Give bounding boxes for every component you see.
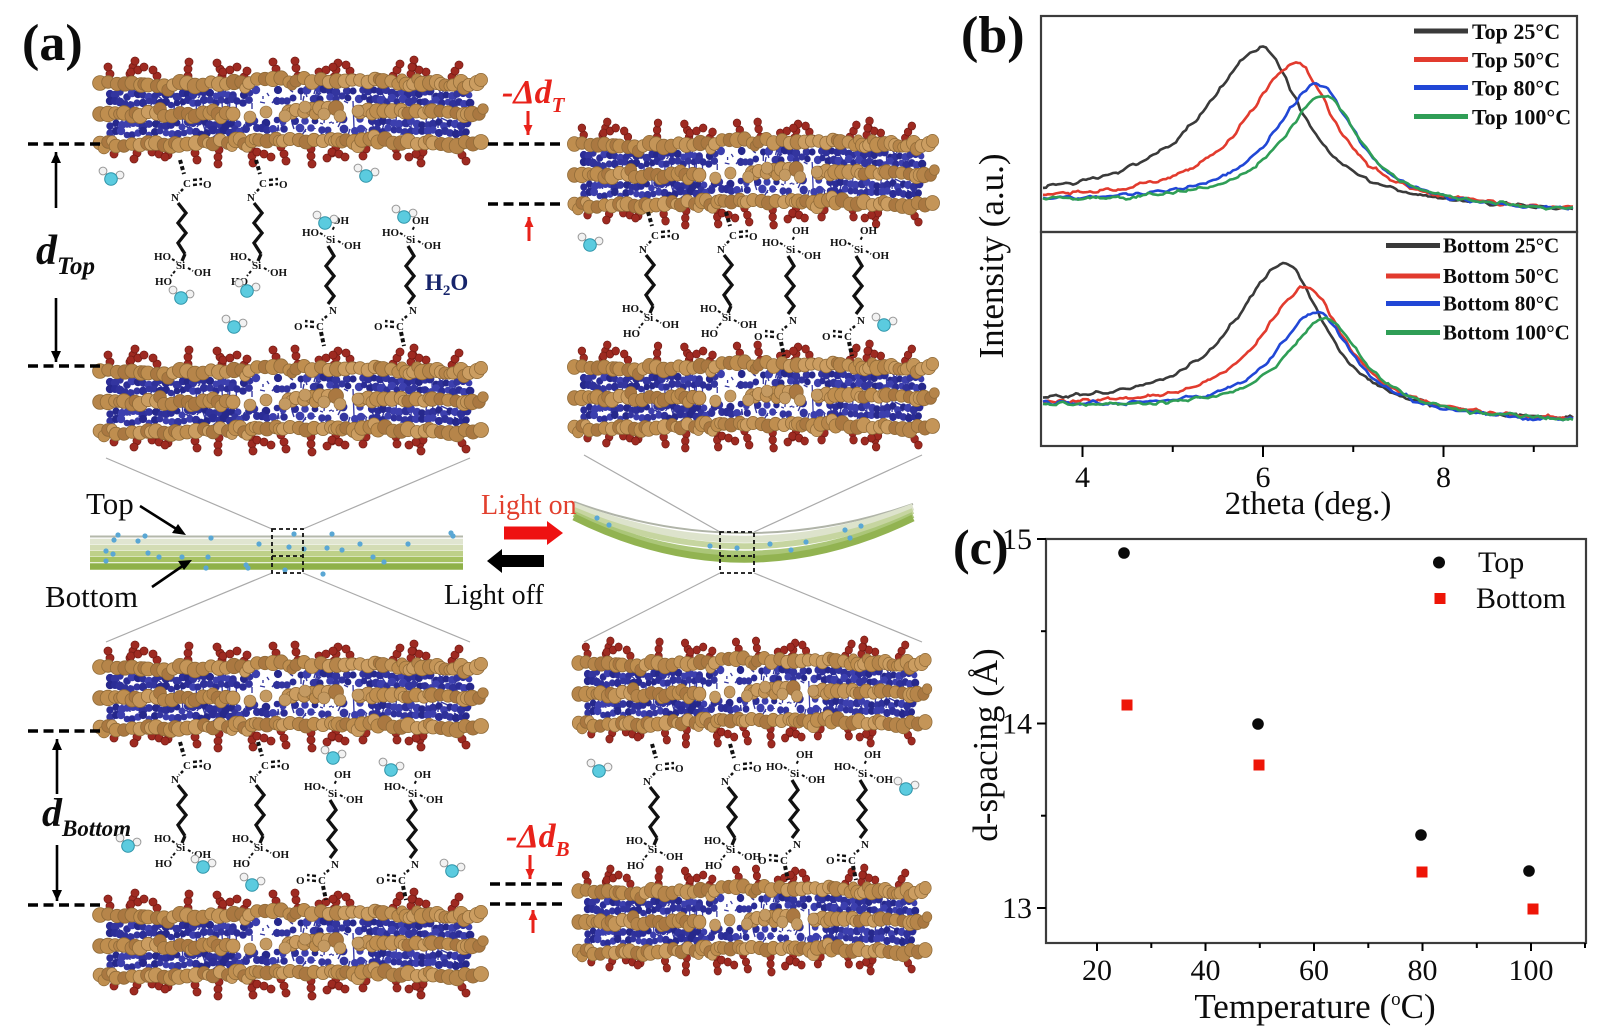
svg-text:dTop: dTop: [36, 228, 95, 280]
svg-text:Bottom 50°C: Bottom 50°C: [1443, 264, 1559, 288]
svg-text:-ΔdB: -ΔdB: [506, 818, 570, 861]
svg-text:60: 60: [1299, 954, 1329, 987]
svg-text:4: 4: [1075, 461, 1090, 494]
svg-text:Top: Top: [86, 486, 134, 521]
svg-text:Top: Top: [1478, 546, 1524, 579]
svg-text:Temperature (oC): Temperature (oC): [1194, 987, 1435, 1026]
svg-text:Bottom 80°C: Bottom 80°C: [1443, 292, 1559, 316]
svg-text:Top 25°C: Top 25°C: [1472, 19, 1560, 44]
svg-text:Bottom 25°C: Bottom 25°C: [1443, 234, 1559, 258]
svg-text:(b): (b): [961, 7, 1025, 64]
svg-text:Top 100°C: Top 100°C: [1472, 105, 1571, 130]
svg-text:Bottom: Bottom: [1476, 582, 1566, 615]
svg-text:15: 15: [1002, 523, 1032, 556]
svg-text:Top 80°C: Top 80°C: [1472, 76, 1560, 101]
svg-text:14: 14: [1002, 708, 1032, 741]
svg-text:Intensity (a.u.): Intensity (a.u.): [972, 153, 1011, 358]
svg-text:6: 6: [1256, 461, 1271, 494]
svg-text:dBottom: dBottom: [42, 790, 131, 841]
svg-text:8: 8: [1436, 461, 1451, 494]
svg-text:20: 20: [1082, 954, 1112, 987]
svg-text:Bottom 100°C: Bottom 100°C: [1443, 321, 1570, 345]
svg-text:2theta (deg.): 2theta (deg.): [1225, 486, 1392, 522]
svg-text:(c): (c): [953, 519, 1009, 575]
svg-text:Top 50°C: Top 50°C: [1472, 48, 1560, 73]
svg-text:40: 40: [1191, 954, 1221, 987]
svg-text:Light on: Light on: [481, 490, 577, 521]
svg-text:100: 100: [1509, 954, 1554, 987]
svg-text:-ΔdT: -ΔdT: [502, 74, 566, 117]
svg-text:H2O: H2O: [425, 270, 468, 299]
svg-text:Light off: Light off: [444, 580, 544, 611]
svg-text:(a): (a): [22, 15, 83, 72]
svg-text:80: 80: [1408, 954, 1438, 987]
svg-text:Bottom: Bottom: [45, 579, 138, 614]
svg-text:13: 13: [1002, 892, 1032, 925]
svg-text:d-spacing (Å): d-spacing (Å): [966, 648, 1005, 841]
